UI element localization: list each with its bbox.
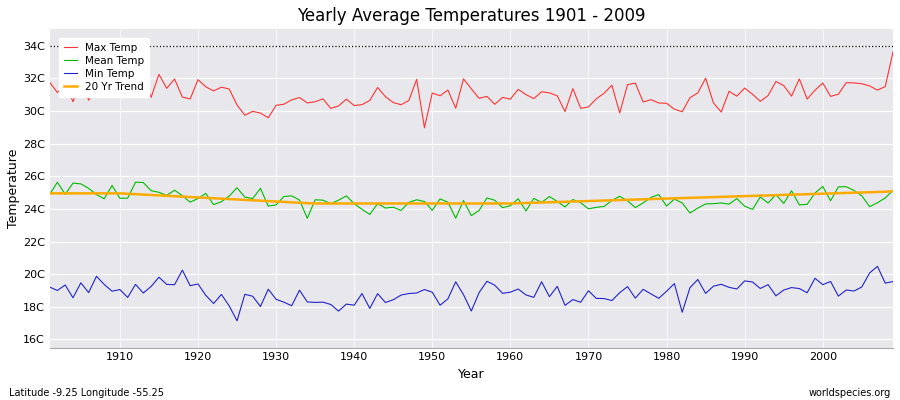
Mean Temp [341, 194, 352, 198]
20 Yr Trend [44, 191, 55, 196]
Max Temp [505, 97, 516, 102]
20 Yr Trend [887, 189, 898, 194]
Title: Yearly Average Temperatures 1901 - 2009: Yearly Average Temperatures 1901 - 2009 [297, 7, 645, 25]
Line: Min Temp: Min Temp [50, 266, 893, 321]
20 Yr Trend [513, 201, 524, 206]
Max Temp [107, 91, 118, 96]
Min Temp [286, 303, 297, 308]
Mean Temp [615, 194, 626, 199]
Line: Max Temp: Max Temp [50, 52, 893, 128]
Min Temp [231, 318, 242, 323]
Mean Temp [286, 194, 297, 198]
20 Yr Trend [278, 200, 289, 204]
Min Temp [607, 298, 617, 303]
Text: Latitude -9.25 Longitude -55.25: Latitude -9.25 Longitude -55.25 [9, 388, 164, 398]
Min Temp [513, 287, 524, 292]
Y-axis label: Temperature: Temperature [7, 149, 20, 228]
X-axis label: Year: Year [458, 368, 484, 381]
20 Yr Trend [107, 191, 118, 196]
Max Temp [887, 49, 898, 54]
Min Temp [872, 264, 883, 269]
Legend: Max Temp, Mean Temp, Min Temp, 20 Yr Trend: Max Temp, Mean Temp, Min Temp, 20 Yr Tre… [59, 38, 149, 98]
Min Temp [887, 279, 898, 284]
Text: worldspecies.org: worldspecies.org [809, 388, 891, 398]
Min Temp [44, 285, 55, 290]
Max Temp [44, 80, 55, 84]
Mean Temp [44, 192, 55, 197]
Max Temp [278, 102, 289, 107]
Max Temp [325, 106, 336, 111]
Mean Temp [130, 180, 141, 185]
20 Yr Trend [607, 198, 617, 203]
Min Temp [505, 290, 516, 294]
Mean Temp [513, 196, 524, 201]
Line: Mean Temp: Mean Temp [50, 182, 893, 218]
Max Temp [607, 83, 617, 88]
Mean Temp [107, 183, 118, 188]
Mean Temp [520, 208, 531, 213]
20 Yr Trend [310, 201, 320, 206]
Mean Temp [887, 188, 898, 192]
Min Temp [333, 309, 344, 314]
20 Yr Trend [505, 201, 516, 206]
Line: 20 Yr Trend: 20 Yr Trend [50, 191, 893, 204]
Mean Temp [302, 216, 312, 221]
Min Temp [107, 289, 118, 294]
Max Temp [513, 87, 524, 92]
Max Temp [419, 125, 430, 130]
20 Yr Trend [333, 201, 344, 206]
